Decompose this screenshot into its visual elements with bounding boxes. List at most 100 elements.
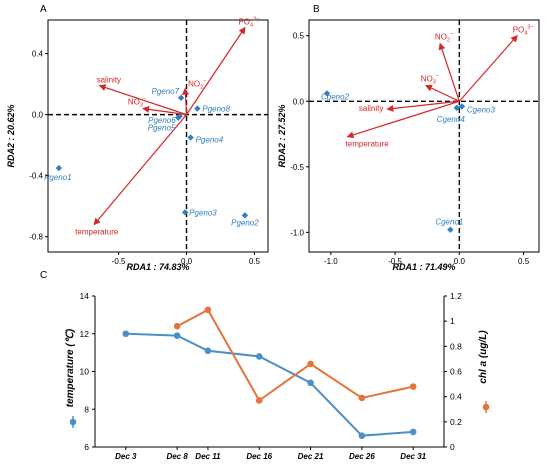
y-tick-label-left: 8 [84,404,89,414]
arrow-label-temperature: temperature [75,228,119,237]
series-point-1 [204,306,212,314]
arrow-label-NO3: NO3− [421,74,439,86]
series-point-0 [307,379,314,387]
axis-ticks-a: -0.5 0.0 0.5 0.4 0.0 -0.4 -0.8 [29,50,260,266]
arrow-label-salinity: salinity [359,104,383,113]
zero-lines-b [309,20,539,252]
y-tick-label: 0.0 [32,111,44,120]
point-label-Cgeno1: Cgeno1 [435,218,463,227]
y-tick-label-left: 10 [80,367,90,377]
series-point-1 [409,383,417,390]
x-tick-label: Dec 3 [115,452,137,461]
y-tick-label: 0.4 [32,50,44,59]
x-tick-label: -1.0 [324,257,338,266]
arrow-PO4 [458,34,518,102]
x-tick-label: Dec 31 [400,452,426,461]
y-axis-label-b: RDA2 : 27.52% [277,104,287,167]
arrow-salinity [386,100,460,112]
series-point-1 [173,322,181,330]
arrow-NO3 [425,84,460,102]
series-point-0 [122,330,130,338]
x-tick-label: 0.5 [518,257,530,266]
y-tick-label: 0.0 [293,97,305,106]
point-Pgeno6 [176,112,183,120]
point-label-Pgeno3: Pgeno3 [189,208,217,217]
point-label-Pgeno4: Pgeno4 [196,136,224,145]
plot-frame-b [308,19,540,253]
panel-label-a: A [40,4,47,15]
x-axis-label-a: RDA1 : 74.83% [126,262,189,272]
point-Cgeno2 [323,90,331,97]
point-label-Cgeno2: Cgeno2 [321,92,350,101]
x-tick-label: 0.0 [181,257,193,266]
rda-panel-b: B -1.0 -0.5 0.0 0.5 0.5 0.0 -0.5 -1.0 PO43− NO2−… [277,4,540,272]
series-point-0 [409,428,417,436]
series-line-1 [176,308,414,402]
x-tick-label: Dec 16 [246,452,272,461]
point-Pgeno7 [177,94,185,102]
y-tick-label-right: 0 [450,442,455,452]
point-label-Pgeno6: Pgeno6 [148,116,176,125]
series-point-0 [358,432,366,439]
y-tick-label-left: 6 [84,442,89,452]
point-Pgeno2 [241,212,249,219]
x-axis-label-b: RDA1 : 71.49% [392,262,455,272]
y-tick-label-right: 0.6 [450,367,462,377]
point-label-Pgeno2: Pgeno2 [231,218,259,227]
arrow-salinity [98,84,187,116]
arrow-temperature [93,114,187,226]
y-axis-label-left-c: temperature (℃) [65,328,76,407]
arrows-b: PO43− NO2− NO3− salinity temperature [346,25,534,149]
y-tick-label-right: 0.2 [450,417,462,427]
axes-c: 14 12 10 8 6 1.2 1 0.8 0.6 0.4 0.2 0 Dec 3 Dec 8 Dec 1… [80,291,463,461]
plot-frame-a [47,19,269,253]
point-Cgeno3 [458,103,466,110]
point-Pgeno1 [55,164,63,172]
axis-ticks-b: -1.0 -0.5 0.0 0.5 0.5 0.0 -0.5 -1.0 [290,32,529,266]
series-point-1 [255,397,263,404]
series-point-0 [173,332,181,339]
x-tick-label: -0.5 [388,257,402,266]
point-Pgeno4 [187,134,194,141]
y-tick-label: 0.5 [293,32,305,41]
y-tick-label-left: 12 [80,329,90,339]
series-point-1 [358,394,366,402]
x-tick-label: 0.5 [249,257,261,266]
x-tick-label: -0.5 [112,257,126,266]
y-tick-label-right: 1.2 [450,291,462,301]
y-tick-label-left: 14 [80,291,90,301]
y-tick-label-right: 0.4 [450,392,462,402]
x-tick-label: Dec 21 [298,452,324,461]
point-label-Pgeno5: Pgeno5 [148,124,176,133]
point-label-Pgeno8: Pgeno8 [202,105,230,114]
y-tick-label: -0.4 [29,172,43,181]
arrow-temperature [346,100,460,139]
series-point-0 [204,347,212,355]
line-panel-c: C 14 12 10 8 6 1.2 1 0.8 0.6 0.4 0.2 0 Dec 3 Dec 8 Dec… [40,270,490,461]
arrow-label-NO3: NO3− [128,97,146,109]
arrow-NO2 [181,87,189,115]
point-Pgeno8 [194,105,201,112]
series-c [122,306,417,439]
y-tick-label: -1.0 [290,228,304,237]
point-label-Cgeno4: Cgeno4 [437,115,466,124]
y-tick-label: -0.5 [290,163,304,172]
series-point-1 [307,360,314,368]
y-axis-label-a: RDA2 : 20.62% [6,104,16,167]
arrow-label-salinity: salinity [97,76,121,85]
x-tick-label: Dec 8 [166,452,188,461]
x-tick-label: Dec 11 [195,452,221,461]
series-line-0 [125,332,414,437]
point-label-Pgeno1: Pgeno1 [44,173,72,182]
x-tick-label: Dec 26 [349,452,375,461]
zero-lines-a [48,20,268,252]
arrow-label-NO2: NO2− [435,32,453,44]
x-tick-label: 0.0 [454,257,466,266]
y-tick-label: -0.8 [29,233,43,242]
arrow-label-PO4: PO43− [513,25,534,37]
arrow-label-PO4: PO43− [238,17,259,29]
arrow-label-NO2: NO2− [188,79,206,91]
